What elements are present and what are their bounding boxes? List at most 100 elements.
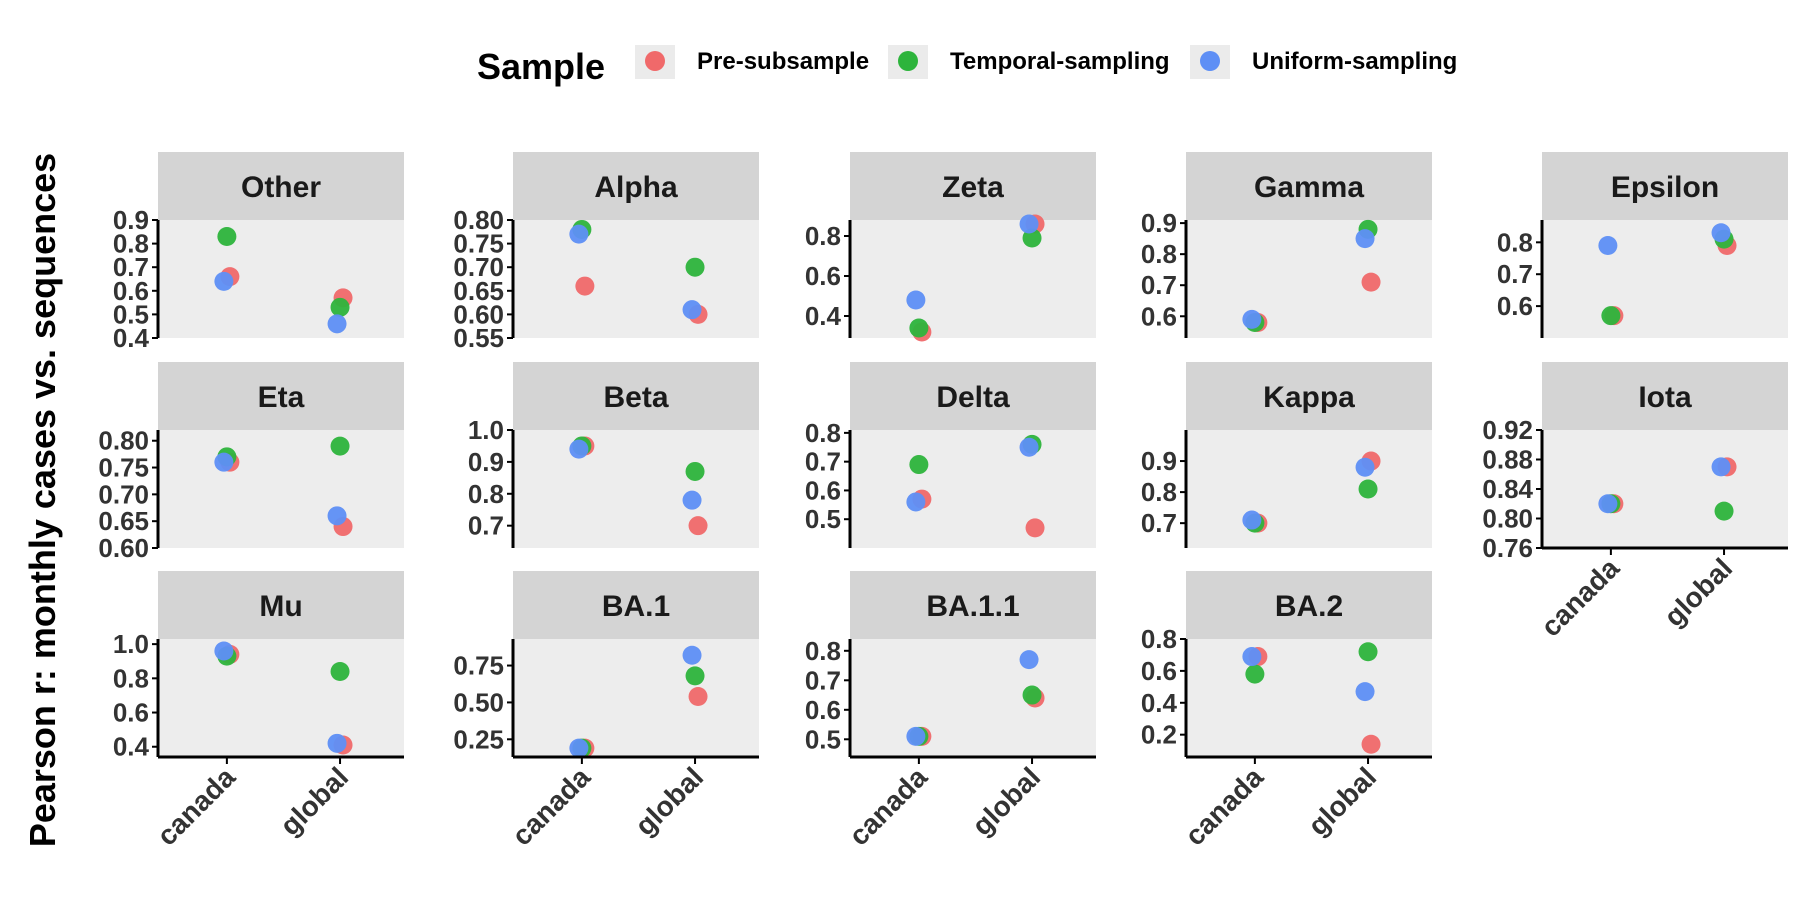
y-tick-label: 0.8 xyxy=(1141,239,1177,269)
panel-background xyxy=(1186,639,1432,757)
data-point xyxy=(688,516,708,536)
legend-label: Temporal-sampling xyxy=(950,48,1170,75)
y-tick-label: 0.65 xyxy=(453,276,504,306)
facet-title: Beta xyxy=(603,381,668,414)
legend-item: Temporal-sampling xyxy=(888,45,1170,79)
facet-strip xyxy=(850,571,1096,639)
legend-key-marker xyxy=(645,51,665,71)
y-tick-label: 0.8 xyxy=(805,636,841,666)
data-point xyxy=(685,461,705,481)
legend: Sample Pre-subsample Temporal-sampling Uni… xyxy=(477,45,1457,87)
y-tick-label: 0.4 xyxy=(1141,688,1178,718)
y-tick-label: 0.9 xyxy=(1141,208,1177,238)
y-tick-label: 0.7 xyxy=(805,665,841,695)
facet-strip xyxy=(1186,362,1432,430)
facet-panel-gamma: Gamma 0.60.70.80.9 xyxy=(1141,152,1432,338)
facet-title: Kappa xyxy=(1263,381,1355,414)
x-tick-label: global xyxy=(1302,761,1382,841)
y-tick-label: 0.7 xyxy=(805,447,841,477)
data-point xyxy=(685,257,705,277)
facet-strip xyxy=(158,152,404,220)
y-tick-label: 0.5 xyxy=(113,299,149,329)
y-tick-label: 0.8 xyxy=(1141,624,1177,654)
facet-strip xyxy=(513,571,759,639)
panel-background xyxy=(850,639,1096,757)
x-tick-label: canada xyxy=(1179,761,1269,851)
y-tick-label: 0.70 xyxy=(98,479,149,509)
data-point xyxy=(214,271,234,291)
y-tick-label: 0.8 xyxy=(468,479,504,509)
data-point xyxy=(330,436,350,456)
y-tick-label: 0.80 xyxy=(98,426,149,456)
y-tick-label: 0.7 xyxy=(1141,508,1177,538)
data-point xyxy=(906,290,926,310)
y-tick-label: 0.4 xyxy=(805,301,842,331)
y-tick-label: 0.75 xyxy=(98,453,149,483)
legend-item: Uniform-sampling xyxy=(1190,45,1457,79)
facet-panel-kappa: Kappa 0.70.80.9 xyxy=(1141,362,1432,548)
data-point xyxy=(1711,457,1731,477)
facet-strip xyxy=(850,152,1096,220)
facet-title: Mu xyxy=(259,590,302,623)
data-point xyxy=(1598,236,1618,256)
facet-panel-ba-1: BA.1 0.25 0.50 0.75 canada global xyxy=(453,571,759,851)
y-tick-label: 0.8 xyxy=(113,663,149,693)
facet-title: Zeta xyxy=(942,171,1004,204)
y-tick-label: 0.6 xyxy=(1141,656,1177,686)
facet-panel-ba-2: BA.2 0.20.40.60.8 canada global xyxy=(1141,571,1432,851)
data-point xyxy=(1358,642,1378,662)
y-tick-label: 0.70 xyxy=(453,252,504,282)
data-point xyxy=(575,276,595,296)
y-tick-label: 0.8 xyxy=(805,221,841,251)
data-point xyxy=(682,645,702,665)
data-point xyxy=(330,297,350,317)
data-point xyxy=(1711,223,1731,243)
data-point xyxy=(688,687,708,707)
y-tick-label: 0.8 xyxy=(1497,227,1533,257)
x-tick-label: global xyxy=(1658,552,1738,632)
facet-strip xyxy=(850,362,1096,430)
panel-background xyxy=(850,220,1096,338)
facet-strip xyxy=(1542,362,1788,430)
y-tick-label: 0.7 xyxy=(1141,270,1177,300)
data-point xyxy=(1355,682,1375,702)
y-tick-label: 0.4 xyxy=(113,732,150,762)
x-tick-label: global xyxy=(274,761,354,841)
data-point xyxy=(1242,647,1262,667)
x-tick-label: canada xyxy=(506,761,596,851)
facet-panel-epsilon: Epsilon 0.60.70.8 xyxy=(1497,152,1788,338)
y-tick-label: 0.2 xyxy=(1141,720,1177,750)
data-point xyxy=(1355,229,1375,249)
y-tick-label: 0.6 xyxy=(113,698,149,728)
facet-title: Delta xyxy=(936,381,1010,414)
x-tick-label: canada xyxy=(1535,552,1625,642)
data-point xyxy=(217,227,237,247)
y-tick-label: 0.9 xyxy=(468,447,504,477)
facet-title: Iota xyxy=(1638,381,1692,414)
facet-panel-mu: Mu 0.4 0.6 0.8 1.0 canada global xyxy=(113,571,404,851)
data-point xyxy=(569,439,589,459)
data-point xyxy=(1361,272,1381,292)
y-tick-label: 0.7 xyxy=(468,511,504,541)
y-tick-label: 0.84 xyxy=(1482,474,1533,504)
x-tick-label: canada xyxy=(843,761,933,851)
data-point xyxy=(330,661,350,681)
facet-panel-iota: Iota 0.760.800.840.880.92 canada global xyxy=(1482,362,1788,642)
panel-background xyxy=(513,639,759,757)
panel-background xyxy=(513,220,759,338)
legend-label: Pre-subsample xyxy=(697,48,869,75)
data-point xyxy=(1019,437,1039,457)
y-tick-label: 0.75 xyxy=(453,229,504,259)
y-tick-label: 0.6 xyxy=(113,276,149,306)
data-point xyxy=(569,738,589,758)
data-point xyxy=(682,490,702,510)
facet-panel-beta: Beta 0.70.80.91.0 xyxy=(468,362,759,548)
y-tick-label: 0.88 xyxy=(1482,445,1533,475)
data-point xyxy=(327,733,347,753)
data-point xyxy=(1242,510,1262,530)
y-tick-label: 0.55 xyxy=(453,323,504,353)
panel-background xyxy=(1186,220,1432,338)
facet-panel-delta: Delta 0.50.60.70.8 xyxy=(805,362,1096,548)
